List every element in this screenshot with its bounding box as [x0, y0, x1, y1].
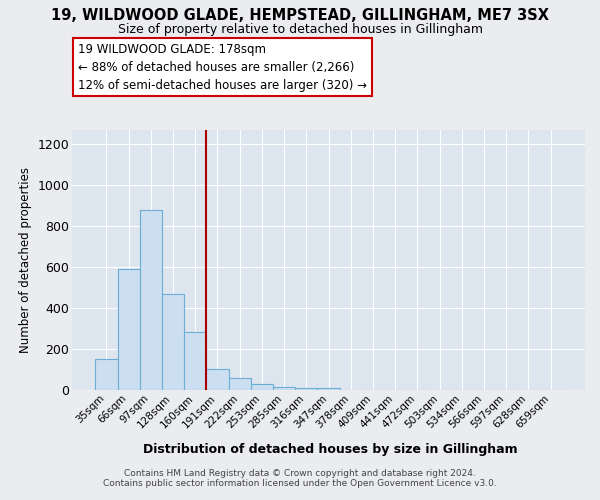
Text: Size of property relative to detached houses in Gillingham: Size of property relative to detached ho…	[118, 22, 482, 36]
Bar	[295, 388, 317, 390]
Bar	[273, 387, 295, 390]
Text: Contains HM Land Registry data © Crown copyright and database right 2024.: Contains HM Land Registry data © Crown c…	[124, 469, 476, 478]
Text: 19, WILDWOOD GLADE, HEMPSTEAD, GILLINGHAM, ME7 3SX: 19, WILDWOOD GLADE, HEMPSTEAD, GILLINGHA…	[51, 8, 549, 22]
Bar	[140, 210, 162, 390]
Bar	[206, 368, 229, 390]
Text: Distribution of detached houses by size in Gillingham: Distribution of detached houses by size …	[143, 442, 517, 456]
Bar	[251, 384, 273, 390]
Text: Contains public sector information licensed under the Open Government Licence v3: Contains public sector information licen…	[103, 479, 497, 488]
Y-axis label: Number of detached properties: Number of detached properties	[19, 167, 32, 353]
Bar	[162, 294, 184, 390]
Text: 19 WILDWOOD GLADE: 178sqm
← 88% of detached houses are smaller (2,266)
12% of se: 19 WILDWOOD GLADE: 178sqm ← 88% of detac…	[78, 42, 367, 92]
Bar	[229, 378, 251, 390]
Bar	[95, 360, 118, 390]
Bar	[118, 269, 140, 390]
Bar	[184, 332, 206, 390]
Bar	[317, 388, 340, 390]
